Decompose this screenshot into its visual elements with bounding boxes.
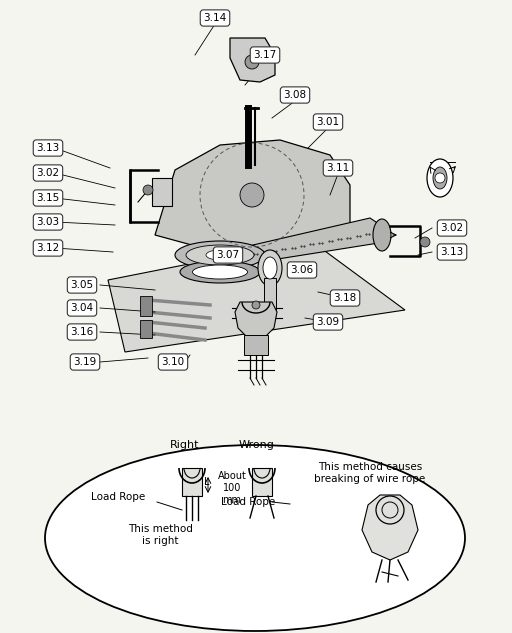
Circle shape [240, 183, 264, 207]
Ellipse shape [180, 261, 260, 283]
Ellipse shape [373, 219, 391, 251]
Ellipse shape [175, 241, 265, 269]
Circle shape [143, 185, 153, 195]
Polygon shape [362, 495, 418, 560]
Ellipse shape [45, 445, 465, 631]
Polygon shape [230, 38, 275, 82]
Text: 3.07: 3.07 [217, 250, 240, 260]
Text: 3.18: 3.18 [333, 293, 357, 303]
Ellipse shape [206, 250, 234, 260]
Text: 3.16: 3.16 [70, 327, 94, 337]
Text: 3.14: 3.14 [203, 13, 227, 23]
Text: Wrong: Wrong [239, 440, 275, 450]
Text: 3.01: 3.01 [316, 117, 339, 127]
Bar [140, 296, 152, 316]
Ellipse shape [186, 245, 254, 265]
Text: About
100
mm: About 100 mm [218, 472, 246, 505]
Bar [244, 335, 268, 355]
Text: 3.11: 3.11 [326, 163, 350, 173]
Ellipse shape [193, 265, 247, 279]
Bar [264, 278, 276, 310]
Bar [152, 178, 172, 206]
Text: 3.13: 3.13 [36, 143, 59, 153]
Text: 3.02: 3.02 [440, 223, 463, 233]
Circle shape [435, 173, 445, 183]
Polygon shape [240, 218, 385, 265]
Circle shape [420, 237, 430, 247]
Text: This method causes
breaking of wire rope: This method causes breaking of wire rope [314, 462, 425, 484]
Ellipse shape [427, 159, 453, 197]
Text: 3.09: 3.09 [316, 317, 339, 327]
Text: 3.08: 3.08 [284, 90, 307, 100]
Text: 3.02: 3.02 [36, 168, 59, 178]
Text: 3.15: 3.15 [36, 193, 59, 203]
Ellipse shape [258, 250, 282, 286]
Text: 3.04: 3.04 [71, 303, 94, 313]
Bar [252, 468, 272, 496]
Text: 3.06: 3.06 [290, 265, 313, 275]
Bar [182, 468, 202, 496]
Text: Load Rope: Load Rope [221, 497, 275, 507]
Text: 3.13: 3.13 [440, 247, 464, 257]
Text: 3.19: 3.19 [73, 357, 97, 367]
Text: L: L [204, 477, 209, 487]
Text: Load Rope: Load Rope [91, 492, 145, 502]
Text: 3.05: 3.05 [71, 280, 94, 290]
Circle shape [245, 55, 259, 69]
Bar [140, 320, 152, 338]
Text: 3.17: 3.17 [253, 50, 276, 60]
Text: This method
is right: This method is right [127, 524, 193, 546]
Text: 3.03: 3.03 [36, 217, 59, 227]
Text: 3.12: 3.12 [36, 243, 59, 253]
Text: 3.10: 3.10 [161, 357, 184, 367]
Polygon shape [155, 140, 350, 250]
Text: Right: Right [170, 440, 200, 450]
Polygon shape [235, 302, 277, 340]
Polygon shape [108, 240, 405, 352]
Ellipse shape [263, 257, 277, 279]
Circle shape [252, 301, 260, 309]
Ellipse shape [433, 167, 447, 189]
